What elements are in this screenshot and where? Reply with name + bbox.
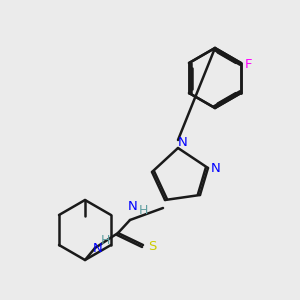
Text: H: H [100, 233, 110, 247]
Text: N: N [178, 136, 188, 149]
Text: N: N [93, 242, 103, 254]
Text: S: S [148, 241, 156, 254]
Text: N: N [128, 200, 138, 214]
Text: F: F [245, 58, 253, 71]
Text: H: H [138, 203, 148, 217]
Text: N: N [211, 161, 221, 175]
